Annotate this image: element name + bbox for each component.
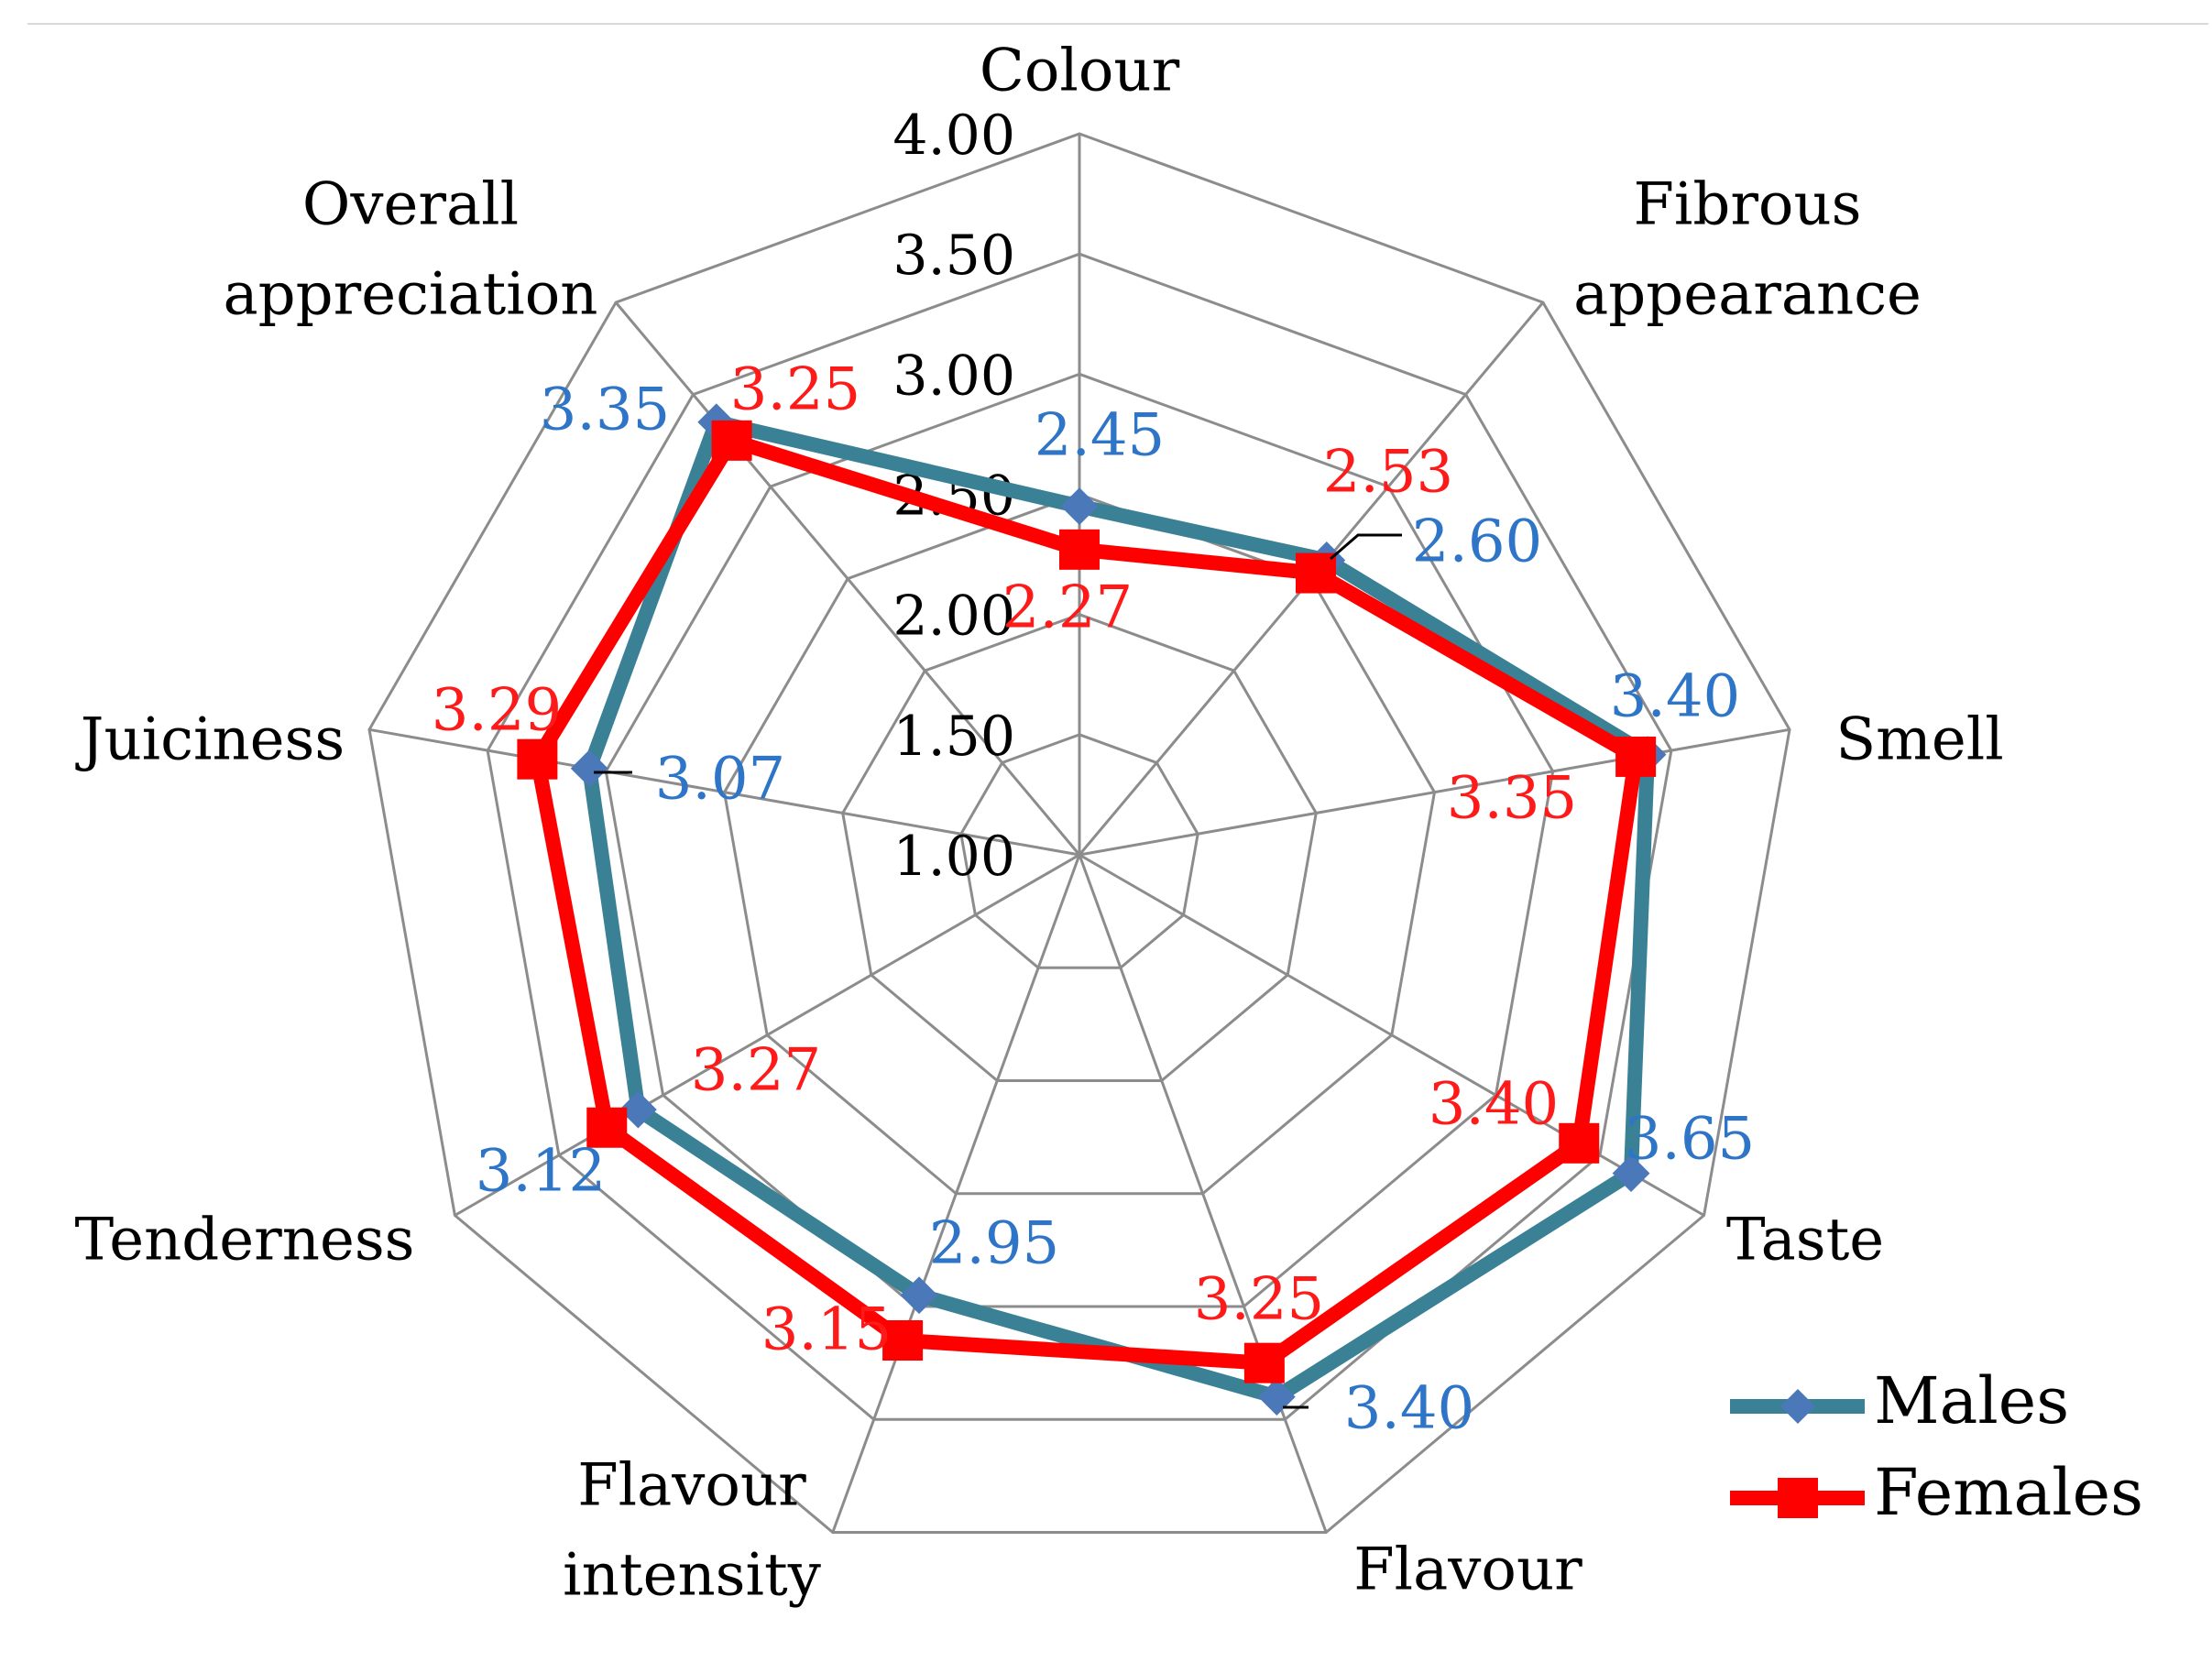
data-label-females-flavour: 3.25 xyxy=(1194,1266,1325,1334)
legend-label-males: Males xyxy=(1874,1363,2069,1438)
tick-label: 4.00 xyxy=(892,104,1015,168)
series-females xyxy=(517,420,1657,1383)
grid-ring xyxy=(841,613,1318,1082)
grid-spoke xyxy=(831,854,1081,1534)
data-label-males-juiciness: 3.07 xyxy=(655,746,786,814)
series-layer xyxy=(517,403,1667,1416)
data-label-females-fibrous-appearance: 2.53 xyxy=(1323,439,1454,507)
grid-spoke xyxy=(368,727,1080,857)
point-females-fibrous-appearance xyxy=(1295,552,1336,594)
grid-ring xyxy=(722,492,1437,1196)
tick-label: 2.00 xyxy=(892,585,1015,649)
tick-label: 1.50 xyxy=(892,705,1015,769)
point-females-tenderness xyxy=(586,1107,628,1148)
grid-spoke xyxy=(454,853,1080,1217)
grid-ring xyxy=(367,132,1791,1534)
data-label-females-overall-appreciation: 3.25 xyxy=(730,356,861,424)
top-rule xyxy=(27,23,2208,25)
series-line-females xyxy=(530,432,1644,1371)
category-label-overall-appreciation: Overall xyxy=(302,171,519,239)
grid-ring xyxy=(604,372,1555,1308)
category-label-fibrous-appearance: Fibrous xyxy=(1633,171,1861,239)
data-labels: 2.45 2.60 3.40 3.65 3.40 2.95 3.12 3.07 3.35 2.27… xyxy=(432,356,1756,1443)
category-label-taste: Taste xyxy=(1726,1207,1884,1274)
data-label-females-smell: 3.35 xyxy=(1447,765,1578,833)
point-males-juiciness xyxy=(570,749,608,788)
legend-marker-diamond xyxy=(1780,1389,1815,1424)
radar-grid xyxy=(367,132,1791,1534)
point-females-overall-appreciation xyxy=(711,420,752,461)
legend-item-females: Females xyxy=(1730,1455,2143,1530)
data-label-males-flavour-intensity: 2.95 xyxy=(929,1210,1060,1278)
legend-marker-square xyxy=(1778,1478,1818,1518)
point-females-smell xyxy=(1615,736,1657,777)
point-females-flavour xyxy=(1243,1342,1285,1383)
point-females-flavour-intensity xyxy=(882,1320,924,1361)
data-label-females-flavour-intensity: 3.15 xyxy=(761,1296,892,1364)
category-label-tenderness: Tenderness xyxy=(74,1207,414,1274)
data-label-males-smell: 3.40 xyxy=(1610,663,1741,731)
data-label-females-taste: 3.40 xyxy=(1429,1071,1560,1139)
data-label-females-juiciness: 3.29 xyxy=(432,677,563,745)
point-males-flavour-intensity xyxy=(900,1276,938,1315)
tick-label: 3.00 xyxy=(892,344,1015,408)
category-label-juiciness: Juiciness xyxy=(75,706,345,774)
point-females-taste xyxy=(1559,1122,1600,1164)
legend: Males Females xyxy=(1730,1363,2143,1530)
data-label-females-colour: 2.27 xyxy=(1002,574,1133,642)
category-label-colour: Colour xyxy=(980,38,1180,105)
grid-spoke xyxy=(1078,854,1328,1534)
tick-label: 3.50 xyxy=(892,224,1015,288)
category-label-flavour-intensity: intensity xyxy=(563,1542,821,1610)
point-males-tenderness xyxy=(619,1090,657,1129)
category-label-flavour-intensity: Flavour xyxy=(577,1452,806,1520)
category-label-fibrous-appearance: appearance xyxy=(1573,261,1922,329)
tick-label: 1.00 xyxy=(892,825,1015,889)
grid-spoke xyxy=(1079,853,1705,1217)
data-label-males-fibrous-appearance: 2.60 xyxy=(1412,508,1543,576)
point-females-juiciness xyxy=(517,738,558,780)
data-label-males-taste: 3.65 xyxy=(1625,1106,1756,1174)
legend-item-males: Males xyxy=(1730,1363,2069,1438)
category-label-smell: Smell xyxy=(1835,706,2003,774)
grid-ring xyxy=(486,252,1673,1421)
data-label-males-flavour: 3.40 xyxy=(1344,1375,1475,1443)
point-males-colour xyxy=(1060,487,1099,526)
data-label-females-tenderness: 3.27 xyxy=(691,1037,822,1105)
data-label-males-overall-appreciation: 3.35 xyxy=(540,377,671,444)
point-males-flavour xyxy=(1257,1378,1296,1416)
grid-spoke xyxy=(614,301,1081,856)
category-label-overall-appreciation: appreciation xyxy=(224,261,598,329)
grid-ring xyxy=(959,733,1199,969)
label-leader-lines xyxy=(594,533,1402,1409)
point-females-colour xyxy=(1059,529,1100,570)
label-leader-line xyxy=(1330,533,1402,561)
grid-spoke xyxy=(1079,727,1790,857)
point-males-taste xyxy=(1612,1154,1650,1193)
data-label-males-tenderness: 3.12 xyxy=(476,1138,607,1206)
legend-label-females: Females xyxy=(1874,1455,2143,1530)
category-labels: Colour Fibrous appearance Smell Taste Flavour… xyxy=(74,38,2003,1610)
data-label-males-colour: 2.45 xyxy=(1035,402,1166,470)
category-label-flavour: Flavour xyxy=(1353,1536,1582,1604)
